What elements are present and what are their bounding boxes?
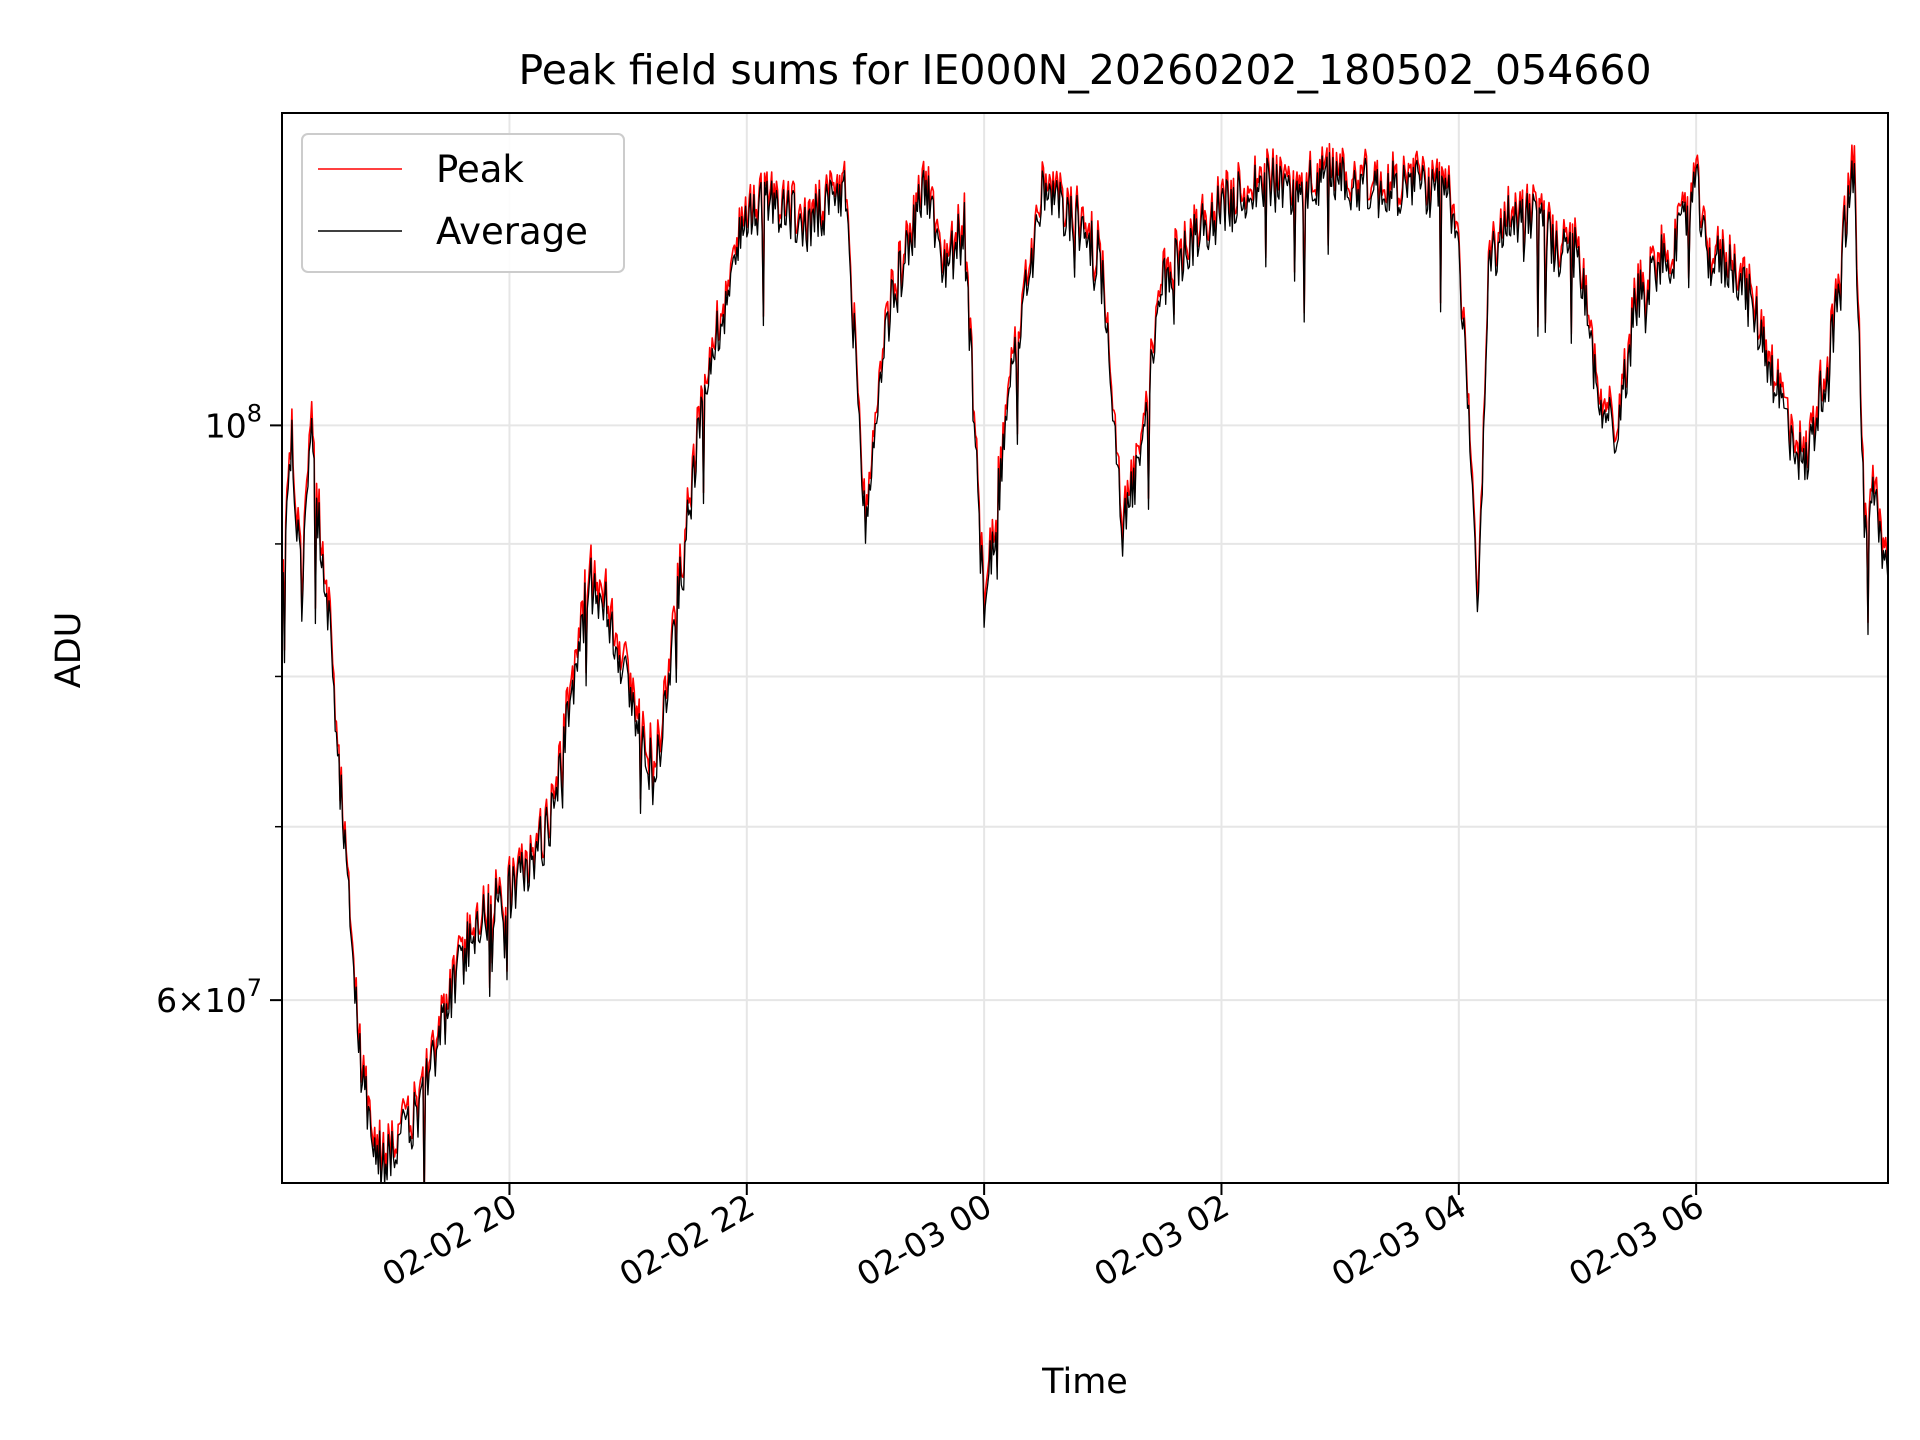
plot-frame <box>281 112 1889 1184</box>
x-axis-title: Time <box>1041 1362 1128 1402</box>
series-layer <box>282 142 1888 1183</box>
legend: Peak Average <box>301 133 625 273</box>
series-line-average <box>282 152 1888 1183</box>
legend-label-average: Average <box>436 210 588 253</box>
y-axis-title: ADU <box>49 612 89 689</box>
legend-label-peak: Peak <box>436 148 524 191</box>
y-tick-label: 6×107 <box>156 974 262 1020</box>
y-tick-label: 108 <box>205 399 262 445</box>
chart-title: Peak field sums for IE000N_20260202_1805… <box>518 46 1651 94</box>
grid-layer <box>282 113 1888 1183</box>
